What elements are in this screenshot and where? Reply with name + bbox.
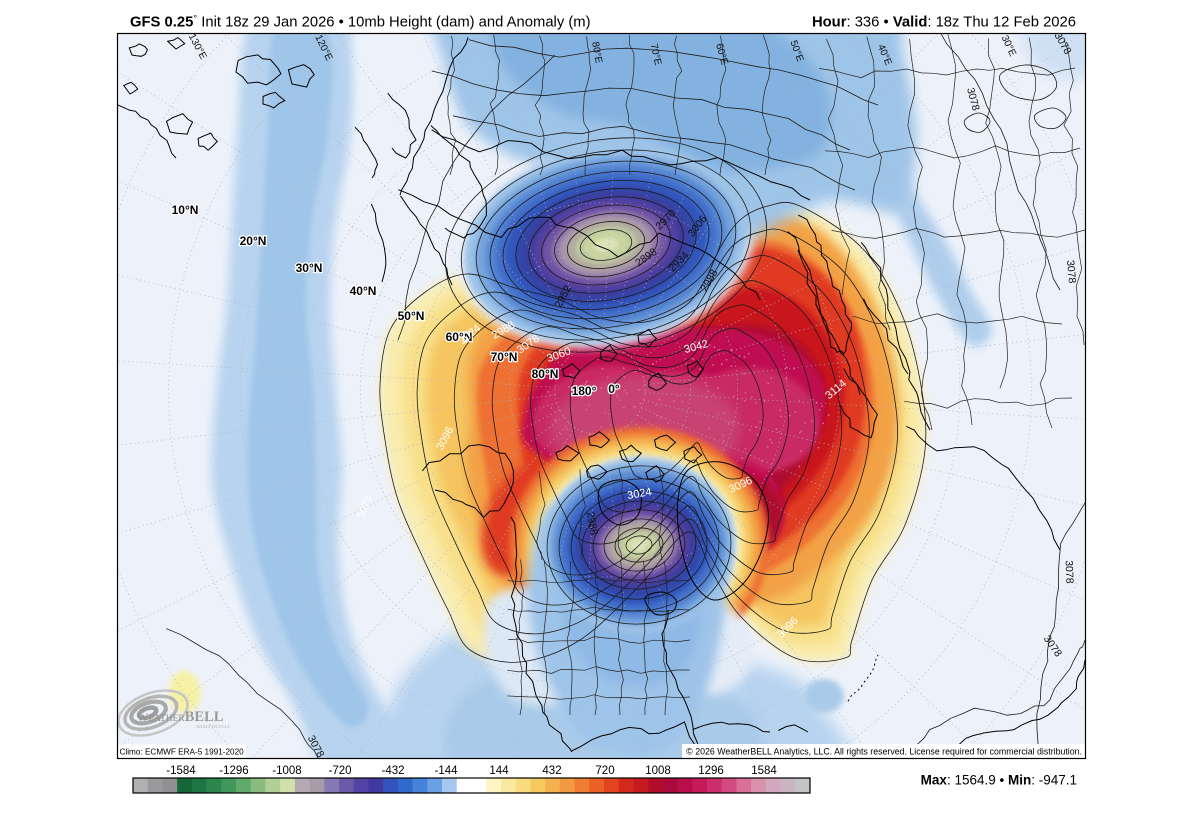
svg-text:3078: 3078 <box>1064 260 1078 284</box>
svg-text:-1584: -1584 <box>166 765 196 777</box>
svg-text:Max: 1564.9 • Min: -947.1: Max: 1564.9 • Min: -947.1 <box>921 773 1077 788</box>
svg-text:80°N: 80°N <box>532 367 559 381</box>
svg-text:-144: -144 <box>434 765 458 777</box>
svg-text:1008: 1008 <box>645 765 671 777</box>
svg-text:432: 432 <box>542 765 561 777</box>
svg-text:40°N: 40°N <box>350 284 377 298</box>
svg-text:70°N: 70°N <box>491 350 518 364</box>
svg-text:2988: 2988 <box>584 511 600 536</box>
svg-text:GFS 0.25° Init 18z 29 Jan 2026: GFS 0.25° Init 18z 29 Jan 2026 • 10mb He… <box>130 14 591 31</box>
svg-text:Hour: 336 • Valid: 18z Thu 12: Hour: 336 • Valid: 18z Thu 12 Feb 2026 <box>812 15 1076 31</box>
svg-text:1296: 1296 <box>698 765 724 777</box>
svg-text:-1296: -1296 <box>219 765 248 777</box>
svg-text:144: 144 <box>489 765 509 777</box>
svg-text:180°: 180° <box>572 384 597 398</box>
svg-text:50°N: 50°N <box>398 309 425 323</box>
svg-text:80°E: 80°E <box>589 41 604 65</box>
svg-text:ANALYTICS LLC: ANALYTICS LLC <box>196 724 231 729</box>
svg-text:3078: 3078 <box>964 86 982 112</box>
svg-text:-432: -432 <box>381 765 404 777</box>
svg-text:-720: -720 <box>328 765 351 777</box>
svg-text:20°N: 20°N <box>240 234 267 248</box>
svg-text:0°: 0° <box>608 382 620 396</box>
svg-text:60°N: 60°N <box>446 330 473 344</box>
svg-text:1584: 1584 <box>751 765 777 777</box>
svg-text:70°E: 70°E <box>648 43 663 67</box>
svg-text:3024: 3024 <box>626 486 652 502</box>
svg-text:720: 720 <box>595 765 614 777</box>
svg-text:30°N: 30°N <box>296 261 323 275</box>
svg-text:Climo: ECMWF ERA-5 1991-2020: Climo: ECMWF ERA-5 1991-2020 <box>120 748 245 757</box>
svg-text:-1008: -1008 <box>272 765 301 777</box>
svg-text:10°N: 10°N <box>172 203 199 217</box>
svg-text:3078: 3078 <box>1063 560 1076 584</box>
svg-text:© 2026 WeatherBELL Analytics,: © 2026 WeatherBELL Analytics, LLC. All r… <box>686 747 1082 757</box>
